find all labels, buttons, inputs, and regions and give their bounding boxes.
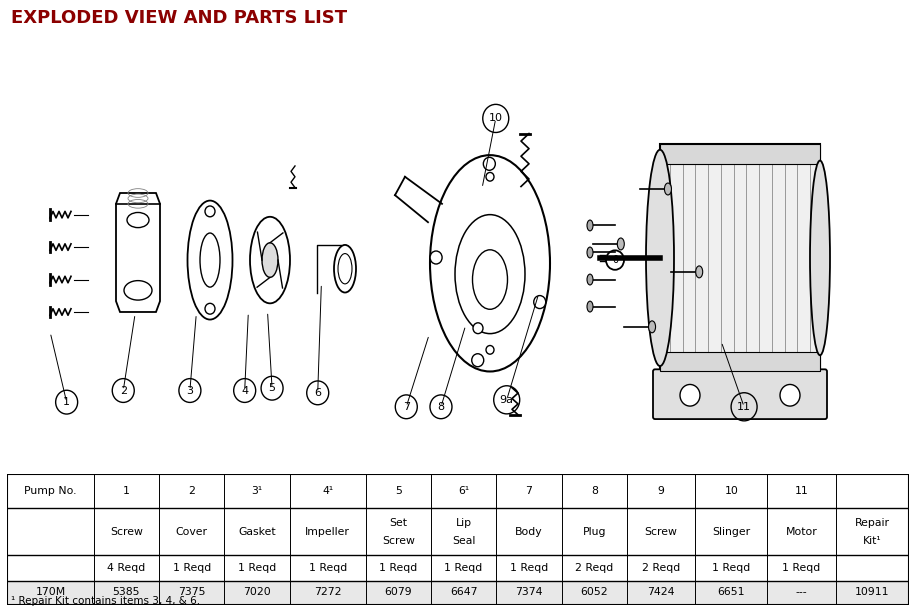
Circle shape — [483, 157, 496, 170]
Text: 11: 11 — [737, 402, 751, 412]
Text: Impeller: Impeller — [305, 527, 350, 537]
Text: ---: --- — [795, 587, 807, 597]
Text: 6052: 6052 — [581, 587, 608, 597]
Text: 9: 9 — [657, 486, 665, 496]
Text: 7424: 7424 — [647, 587, 675, 597]
Text: 1 Reqd: 1 Reqd — [379, 564, 417, 573]
Ellipse shape — [648, 321, 656, 333]
Text: 11: 11 — [794, 486, 808, 496]
Text: 8: 8 — [437, 402, 445, 412]
Bar — [7, 581, 909, 605]
Text: 1 Reqd: 1 Reqd — [238, 564, 276, 573]
Text: 1 Reqd: 1 Reqd — [509, 564, 548, 573]
Text: 7020: 7020 — [243, 587, 271, 597]
Text: 10: 10 — [724, 486, 739, 496]
Text: Cover: Cover — [175, 527, 208, 537]
Text: 8: 8 — [591, 486, 598, 496]
Text: 7: 7 — [403, 402, 410, 412]
Text: 3¹: 3¹ — [251, 486, 263, 496]
Text: 2 Reqd: 2 Reqd — [575, 564, 614, 573]
Text: Repair: Repair — [855, 517, 890, 528]
Circle shape — [486, 345, 494, 354]
Text: Slinger: Slinger — [712, 527, 750, 537]
Text: 6: 6 — [314, 388, 321, 398]
Text: Screw: Screw — [382, 536, 415, 546]
Ellipse shape — [587, 220, 593, 231]
Bar — [660, 352, 820, 371]
Text: 9a: 9a — [499, 395, 514, 405]
Ellipse shape — [262, 243, 278, 277]
Circle shape — [430, 251, 442, 264]
Text: 1 Reqd: 1 Reqd — [173, 564, 211, 573]
Text: 7272: 7272 — [314, 587, 341, 597]
Text: 2: 2 — [120, 385, 127, 396]
Circle shape — [486, 173, 494, 181]
Ellipse shape — [665, 183, 671, 195]
Ellipse shape — [587, 274, 593, 285]
Text: 6079: 6079 — [384, 587, 412, 597]
Text: 2: 2 — [188, 486, 195, 496]
Text: Screw: Screw — [645, 527, 677, 537]
Text: 1 Reqd: 1 Reqd — [782, 564, 821, 573]
Text: 0: 0 — [612, 255, 618, 265]
Text: 4: 4 — [241, 385, 248, 396]
Text: 7374: 7374 — [515, 587, 542, 597]
Text: 1: 1 — [123, 486, 130, 496]
Text: 10911: 10911 — [855, 587, 889, 597]
Text: Pump No.: Pump No. — [25, 486, 77, 496]
Text: 5: 5 — [268, 383, 276, 393]
Text: 1 Reqd: 1 Reqd — [712, 564, 750, 573]
Text: 7: 7 — [526, 486, 532, 496]
Bar — [660, 144, 820, 371]
Ellipse shape — [587, 247, 593, 258]
Text: Lip: Lip — [456, 517, 472, 528]
Text: ¹ Repair Kit contains items 3, 4, & 6.: ¹ Repair Kit contains items 3, 4, & 6. — [11, 596, 200, 606]
Text: Seal: Seal — [452, 536, 476, 546]
Circle shape — [780, 384, 800, 406]
Text: 1: 1 — [63, 397, 70, 407]
Text: 5: 5 — [394, 486, 402, 496]
Bar — [660, 144, 820, 164]
Circle shape — [680, 384, 700, 406]
Ellipse shape — [473, 323, 483, 334]
Text: Motor: Motor — [785, 527, 817, 537]
Text: 4¹: 4¹ — [322, 486, 333, 496]
FancyBboxPatch shape — [653, 369, 827, 419]
Text: 4 Reqd: 4 Reqd — [107, 564, 145, 573]
Text: 5385: 5385 — [112, 587, 140, 597]
Circle shape — [534, 295, 546, 308]
Text: 6¹: 6¹ — [458, 486, 469, 496]
Text: Plug: Plug — [582, 527, 606, 537]
Ellipse shape — [617, 238, 624, 250]
Text: Body: Body — [515, 527, 542, 537]
Text: 6647: 6647 — [450, 587, 477, 597]
Text: 10: 10 — [488, 114, 503, 123]
Text: 1 Reqd: 1 Reqd — [309, 564, 347, 573]
Text: 170M: 170M — [36, 587, 66, 597]
Ellipse shape — [646, 150, 674, 366]
Text: Set: Set — [389, 517, 407, 528]
Circle shape — [472, 354, 484, 367]
Circle shape — [205, 206, 215, 217]
Text: 1 Reqd: 1 Reqd — [445, 564, 483, 573]
Ellipse shape — [810, 161, 830, 355]
Text: Gasket: Gasket — [238, 527, 276, 537]
Text: 6651: 6651 — [718, 587, 745, 597]
Circle shape — [205, 303, 215, 314]
Text: 2 Reqd: 2 Reqd — [642, 564, 680, 573]
Text: 7375: 7375 — [178, 587, 205, 597]
Text: EXPLODED VIEW AND PARTS LIST: EXPLODED VIEW AND PARTS LIST — [11, 9, 347, 27]
Text: 3: 3 — [186, 385, 194, 396]
Text: Kit¹: Kit¹ — [863, 536, 882, 546]
Ellipse shape — [587, 301, 593, 312]
Ellipse shape — [696, 266, 703, 278]
Text: Screw: Screw — [110, 527, 142, 537]
